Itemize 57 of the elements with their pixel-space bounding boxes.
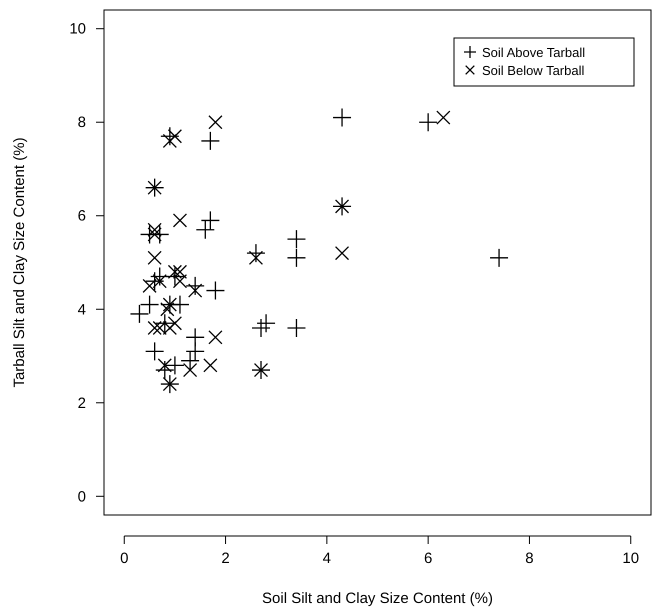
point <box>148 227 162 242</box>
point <box>168 129 182 144</box>
x-tick-label: 8 <box>525 550 534 567</box>
point <box>332 108 352 128</box>
point <box>172 213 188 228</box>
point <box>208 115 223 130</box>
point <box>436 110 450 125</box>
point <box>160 126 180 146</box>
point <box>186 328 205 347</box>
point <box>418 112 438 132</box>
point <box>246 244 266 263</box>
x-tick-label: 0 <box>120 550 128 567</box>
point <box>334 246 350 260</box>
point <box>180 351 200 370</box>
y-tick-label: 10 <box>69 20 86 38</box>
point <box>286 229 306 249</box>
y-tick-label: 6 <box>78 208 86 225</box>
point <box>208 330 223 344</box>
point <box>182 362 198 378</box>
point <box>145 272 164 291</box>
x-tick-label: 10 <box>622 550 640 567</box>
point <box>148 222 162 237</box>
y-tick-label: 4 <box>78 301 86 318</box>
point <box>256 314 276 333</box>
point <box>168 316 182 330</box>
point <box>140 294 160 314</box>
point <box>150 224 170 244</box>
point <box>158 358 172 372</box>
x-tick-label: 6 <box>424 550 432 567</box>
point <box>170 294 190 314</box>
point <box>145 342 164 361</box>
x-axis-title: Soil Silt and Clay Size Content (%) <box>262 590 493 607</box>
y-tick-label: 8 <box>78 114 86 132</box>
y-tick-label: 2 <box>78 394 86 412</box>
point <box>172 274 188 288</box>
point <box>286 318 306 338</box>
point <box>165 356 185 376</box>
point <box>200 131 220 151</box>
legend-label: Soil Below Tarball <box>482 63 584 78</box>
y-tick-label: 0 <box>78 488 86 506</box>
point <box>186 276 205 296</box>
point <box>206 280 226 300</box>
point <box>286 248 306 268</box>
point <box>203 358 218 372</box>
point <box>489 248 509 268</box>
x-tick-label: 4 <box>322 550 332 567</box>
point <box>200 210 220 230</box>
point <box>148 250 162 265</box>
x-tick-label: 2 <box>221 550 230 567</box>
point <box>196 220 215 240</box>
legend-label: Soil Above Tarball <box>482 45 586 60</box>
point <box>251 318 271 338</box>
point <box>172 264 188 279</box>
y-axis-title: Tarball Silt and Clay Size Content (%) <box>11 137 28 388</box>
point <box>155 314 174 333</box>
point <box>130 304 150 324</box>
point <box>168 264 182 279</box>
